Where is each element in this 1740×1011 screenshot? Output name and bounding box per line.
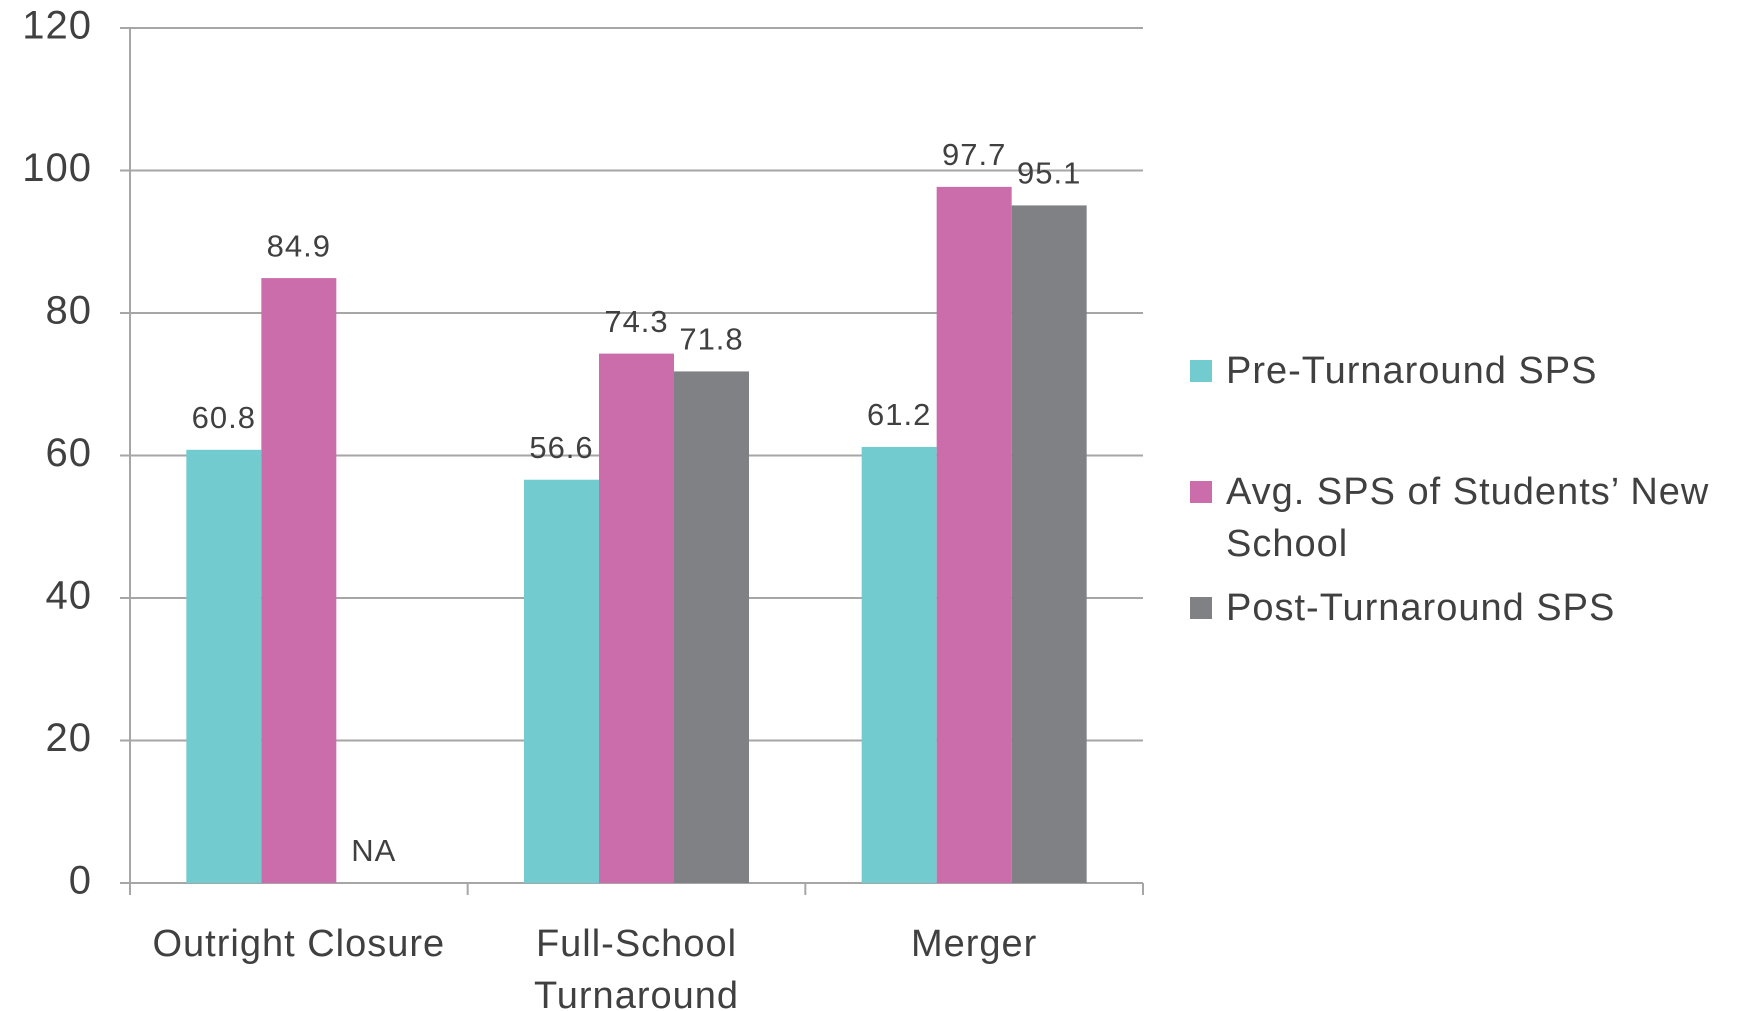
legend-label: Pre-Turnaround SPS	[1226, 350, 1598, 392]
legend-swatch	[1190, 481, 1212, 503]
y-tick-label: 0	[69, 859, 92, 903]
legend-item: Pre-Turnaround SPS	[1190, 345, 1735, 397]
x-tick-label: Outright Closure	[152, 923, 446, 965]
bar	[936, 186, 1012, 883]
legend-item: Post-Turnaround SPS	[1190, 582, 1735, 634]
bar	[524, 479, 599, 883]
bar	[186, 449, 262, 883]
y-tick-label: 80	[46, 289, 93, 333]
data-label: 97.7	[942, 137, 1006, 172]
data-label: NA	[351, 833, 396, 868]
y-tick-label: 120	[22, 4, 92, 48]
y-tick-label: 20	[46, 716, 93, 760]
legend-item: Avg. SPS of Students’ New School	[1190, 466, 1735, 570]
bar	[599, 353, 674, 883]
y-tick-label: 60	[46, 431, 93, 475]
bar	[861, 446, 937, 883]
data-label: 71.8	[679, 322, 743, 357]
y-tick-label: 40	[46, 574, 93, 618]
data-label: 95.1	[1017, 156, 1081, 191]
bar	[261, 278, 337, 883]
legend-label: Post-Turnaround SPS	[1226, 587, 1616, 629]
data-label: 74.3	[604, 304, 668, 339]
legend-swatch	[1190, 597, 1212, 619]
data-label: 84.9	[267, 228, 331, 263]
data-label: 56.6	[529, 430, 593, 465]
bar	[674, 371, 749, 883]
data-label: 60.8	[192, 400, 256, 435]
y-tick-label: 100	[22, 146, 92, 190]
x-tick-label: Full-School Turnaround	[533, 923, 740, 1011]
bar	[1011, 205, 1087, 884]
x-tick-label: Merger	[910, 923, 1038, 965]
legend-swatch	[1190, 360, 1212, 382]
data-label: 61.2	[867, 397, 931, 432]
legend-label: Avg. SPS of Students’ New School	[1226, 471, 1710, 565]
